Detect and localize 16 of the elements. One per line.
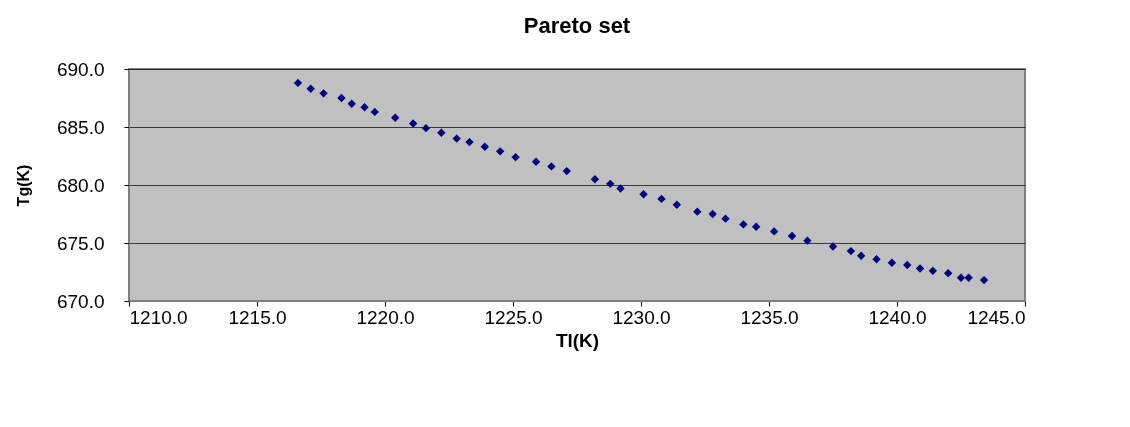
x-tick-label: 1215.0 [228,306,287,328]
y-axis-title: Tg(K) [14,164,32,207]
y-tick-label: 670.0 [56,290,105,312]
chart-title: Pareto set [523,13,631,38]
x-tick-label: 1225.0 [484,306,543,328]
y-tick-label: 680.0 [56,174,105,196]
x-tick-label: 1235.0 [740,306,799,328]
y-tick-label: 685.0 [56,116,105,138]
y-tick-label: 690.0 [56,58,105,80]
x-tick-label: 1240.0 [868,306,927,328]
x-axis-title: Tl(K) [555,329,600,351]
x-tick-label: 1230.0 [612,306,671,328]
x-tick-label: 1220.0 [356,306,415,328]
x-tick-label: 1245.0 [967,306,1026,328]
y-tick-label: 675.0 [56,232,105,254]
x-tick-label: 1210.0 [129,306,188,328]
